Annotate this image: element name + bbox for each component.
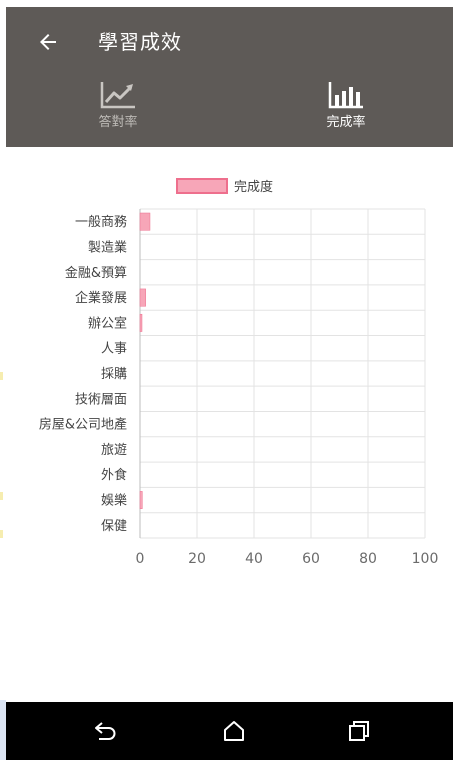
tab-completion-rate[interactable]: 完成率: [266, 81, 426, 143]
category-label: 技術層面: [75, 392, 127, 407]
bar: [139, 212, 151, 231]
completion-bar-chart: 一般商務製造業金融&預算企業發展辦公室人事採購技術層面房屋&公司地產旅遊外食娛樂…: [39, 178, 439, 567]
bar: [139, 313, 143, 332]
legend-label: 完成度: [234, 179, 273, 195]
x-tick-label: 60: [302, 551, 320, 567]
category-label: 採購: [101, 367, 127, 382]
system-nav-bar: [6, 702, 453, 760]
bar: [139, 288, 146, 307]
back-button[interactable]: [30, 24, 66, 60]
nav-back-button[interactable]: [89, 716, 123, 746]
x-tick-label: 80: [359, 551, 377, 567]
category-label: 外食: [101, 467, 127, 483]
tab-correct-rate[interactable]: 答對率: [38, 81, 198, 143]
legend-swatch: [176, 178, 228, 194]
arrow-left-icon: [40, 34, 56, 50]
category-label: 金融&預算: [65, 265, 127, 281]
x-tick-label: 20: [188, 551, 206, 567]
recents-icon: [349, 721, 369, 741]
category-label: 人事: [101, 342, 127, 357]
category-label: 辦公室: [88, 315, 127, 331]
category-label: 房屋&公司地產: [39, 417, 127, 433]
page-title: 學習成效: [98, 30, 182, 54]
nav-recents-button[interactable]: [342, 716, 376, 746]
back-nav-icon: [95, 722, 116, 740]
x-tick-label: 0: [136, 551, 145, 567]
category-label: 旅遊: [101, 443, 127, 458]
tab-label: 答對率: [98, 115, 138, 130]
home-icon: [224, 721, 244, 741]
category-label: 娛樂: [101, 493, 127, 509]
x-tick-label: 100: [412, 551, 439, 567]
nav-home-button[interactable]: [217, 716, 251, 746]
app-bar: 學習成效 答對率 完成率: [6, 7, 453, 147]
bar: [139, 491, 143, 509]
bar-chart-icon: [328, 82, 363, 109]
edge-mark: [0, 372, 3, 380]
app-window: 學習成效 答對率 完成率 一般商務製造業金融&預算企業發展辦公室人事採購技術層面…: [6, 7, 453, 760]
category-label: 保健: [101, 519, 127, 534]
tab-label: 完成率: [326, 115, 366, 130]
category-label: 製造業: [88, 239, 127, 255]
edge-mark: [0, 530, 3, 538]
edge-mark: [0, 492, 3, 500]
category-label: 一般商務: [75, 214, 127, 230]
edge-mark: [0, 700, 6, 760]
x-tick-label: 40: [245, 551, 263, 567]
line-chart-icon: [100, 82, 135, 109]
category-label: 企業發展: [75, 290, 127, 306]
